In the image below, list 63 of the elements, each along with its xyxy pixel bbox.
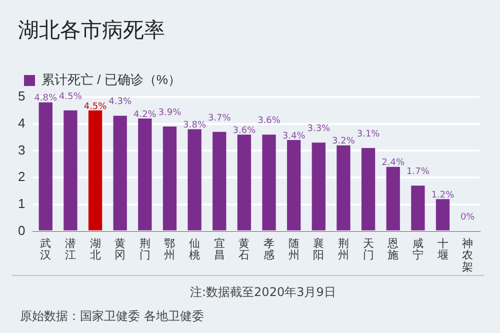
x-tick-label: 神农架 [462,237,474,274]
y-tick-label: 4 [18,115,26,130]
bar [113,116,127,230]
bar [287,140,301,230]
data-label: 4.5% [84,102,108,112]
data-label: 0% [460,212,476,223]
bar [88,110,102,230]
x-tick-label: 武汉 [40,237,52,262]
y-tick-label: 3 [18,142,26,158]
data-label: 3.6% [258,116,281,126]
x-tick-label: 孝感 [264,237,275,262]
data-label: 3.2% [332,136,356,147]
x-tick-label: 天门 [362,238,374,262]
y-tick-label: 2 [18,169,26,184]
bar [138,118,152,230]
bar [386,166,400,230]
data-label: 4.5% [59,92,82,102]
text: 原始数据：国家卫健委 各地卫健委 [20,308,204,325]
data-label: 3.9% [158,108,182,118]
data-label: 3.7% [208,113,232,124]
data-label: 2.4% [382,158,406,168]
data-label: 1.2% [431,190,455,200]
bar [361,148,376,230]
bar [262,134,276,230]
data-label: 3.3% [307,124,331,134]
bar [38,102,52,230]
y-tick-label: 1 [18,196,26,212]
bar [64,110,78,230]
y-tick-label: 0 [18,222,26,238]
x-tick-label: 宜昌 [214,237,225,262]
x-tick-label: 湖北 [90,238,101,262]
bar [411,186,425,230]
data-label: 3.8% [183,120,206,131]
x-tick-label: 仙桃 [189,238,200,262]
bar [188,129,202,230]
bar [162,126,177,230]
x-tick-label: 潜江 [64,237,76,262]
x-tick-label: 荆州 [338,237,349,262]
bar [212,132,226,230]
x-tick-label: 恩施 [386,238,399,262]
data-label: 4.2% [133,110,157,120]
bar [237,134,252,230]
data-label: 3.6% [232,126,256,136]
x-tick-label: 黄冈 [114,237,126,262]
bar [336,145,350,230]
x-tick-label: 咸宁 [412,237,424,262]
data-label: 4.3% [108,97,132,108]
data-label: 1.7% [406,167,430,178]
bar [312,142,326,230]
y-tick-label: 5 [18,88,26,104]
x-tick-label: 十堰 [436,237,448,262]
text: 注:数据截至2020年3月9日 [190,284,336,301]
x-tick-label: 随州 [288,238,300,262]
bar [436,199,450,230]
x-tick-label: 荆门 [139,237,150,262]
x-tick-label: 襄阳 [313,237,324,262]
x-tick-label: 鄂州 [164,238,176,262]
chart-title: 湖北各市病死率 [18,17,165,44]
legend-label: 累计死亡 / 已确诊（%） [42,72,181,88]
data-label: 3.4% [282,131,306,142]
data-label: 4.8% [34,94,58,104]
data-label: 3.1% [356,129,380,140]
x-tick-label: 黄石 [238,237,250,262]
